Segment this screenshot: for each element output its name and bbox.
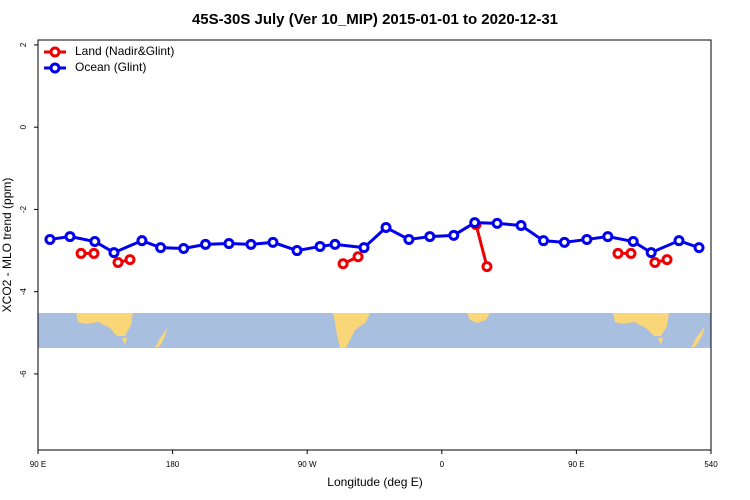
legend-label: Ocean (Glint): [75, 60, 146, 74]
data-point: [178, 242, 190, 254]
data-point: [337, 258, 349, 270]
x-tick-label: 540: [704, 460, 718, 469]
data-point: [491, 217, 503, 229]
map-strip: [38, 313, 711, 348]
data-point: [200, 238, 212, 250]
data-point: [481, 261, 493, 273]
data-point: [537, 235, 549, 247]
data-point: [108, 247, 120, 259]
data-point: [112, 256, 124, 268]
data-point: [352, 251, 364, 263]
data-point: [469, 217, 481, 229]
data-point: [661, 254, 673, 266]
y-tick-label: -6: [19, 370, 28, 378]
legend-label: Land (Nadir&Glint): [75, 44, 174, 58]
legend-marker: [49, 62, 61, 74]
chart-title: 45S-30S July (Ver 10_MIP) 2015-01-01 to …: [192, 11, 558, 28]
data-point: [448, 229, 460, 241]
data-point: [88, 247, 100, 259]
data-point: [329, 238, 341, 250]
y-tick-label: -4: [19, 288, 28, 296]
data-point: [612, 247, 624, 259]
data-point: [645, 247, 657, 259]
data-point: [75, 247, 87, 259]
data-point: [380, 222, 392, 234]
y-tick-label: -2: [19, 205, 28, 213]
data-point: [44, 233, 56, 245]
y-axis-label: XCO2 - MLO trend (ppm): [0, 178, 14, 313]
data-point: [625, 247, 637, 259]
data-point: [673, 235, 685, 247]
data-point: [515, 219, 527, 231]
x-tick-label: 90 W: [298, 460, 317, 469]
data-point: [424, 231, 436, 243]
data-point: [223, 238, 235, 250]
data-point: [693, 242, 705, 254]
data-point: [267, 236, 279, 248]
series-line: [81, 224, 668, 267]
plot-frame: [37, 39, 712, 451]
y-tick-label: 2: [19, 42, 28, 47]
y-tick-label: 0: [19, 124, 28, 129]
data-point: [89, 236, 101, 248]
legend-marker: [49, 46, 61, 58]
data-point: [314, 240, 326, 252]
x-tick-label: 90 E: [30, 460, 46, 469]
x-tick-label: 0: [440, 460, 445, 469]
data-point: [558, 236, 570, 248]
data-point: [627, 236, 639, 248]
data-point: [602, 231, 614, 243]
data-point: [245, 238, 257, 250]
data-point: [403, 233, 415, 245]
data-point: [136, 235, 148, 247]
data-point: [155, 242, 167, 254]
x-tick-label: 180: [166, 460, 180, 469]
data-point: [358, 242, 370, 254]
data-point: [124, 254, 136, 266]
data-point: [291, 245, 303, 257]
data-point: [649, 256, 661, 268]
x-axis-label: Longitude (deg E): [327, 475, 422, 489]
data-point: [581, 233, 593, 245]
x-tick-label: 90 E: [568, 460, 584, 469]
data-point: [64, 231, 76, 243]
